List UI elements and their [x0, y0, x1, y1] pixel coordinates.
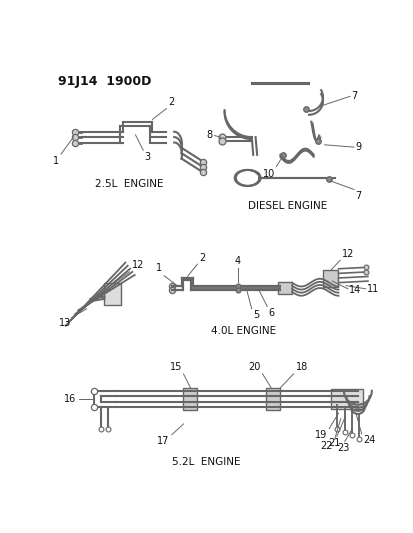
Text: 18: 18	[295, 362, 307, 373]
Text: 24: 24	[363, 435, 375, 446]
Text: 7: 7	[351, 91, 357, 101]
Text: 2.5L  ENGINE: 2.5L ENGINE	[95, 180, 163, 189]
Text: 22: 22	[320, 441, 332, 451]
Bar	[278, 282, 291, 294]
Text: 12: 12	[341, 249, 353, 259]
Text: 3: 3	[145, 152, 150, 161]
Text: 19: 19	[314, 430, 326, 440]
Bar	[104, 284, 121, 305]
Text: 8: 8	[206, 130, 212, 140]
Text: 5.2L  ENGINE: 5.2L ENGINE	[172, 457, 240, 467]
Bar	[330, 389, 363, 409]
Text: 13: 13	[59, 318, 71, 328]
Bar	[183, 387, 197, 410]
Text: 2: 2	[168, 97, 174, 107]
Text: 21: 21	[328, 438, 340, 448]
Text: 5: 5	[253, 310, 259, 320]
Text: 1: 1	[53, 156, 59, 166]
Text: 4: 4	[234, 256, 240, 266]
Text: 91J14  1900D: 91J14 1900D	[58, 75, 151, 88]
Text: 11: 11	[366, 284, 378, 294]
Text: 15: 15	[169, 362, 181, 373]
Text: 20: 20	[248, 362, 260, 373]
Text: 14: 14	[349, 285, 361, 295]
Bar	[266, 387, 280, 410]
Text: 9: 9	[355, 142, 361, 152]
Text: 7: 7	[355, 191, 361, 201]
Bar	[322, 270, 338, 287]
Text: 23: 23	[336, 443, 349, 453]
Text: 17: 17	[157, 436, 169, 446]
Text: 4.0L ENGINE: 4.0L ENGINE	[211, 326, 276, 336]
Text: 1: 1	[155, 263, 161, 273]
Text: 16: 16	[64, 394, 76, 404]
Text: DIESEL ENGINE: DIESEL ENGINE	[248, 201, 327, 211]
Text: 6: 6	[268, 308, 274, 318]
Text: 12: 12	[131, 260, 144, 270]
Text: 10: 10	[262, 168, 274, 179]
Text: 2: 2	[199, 253, 205, 263]
